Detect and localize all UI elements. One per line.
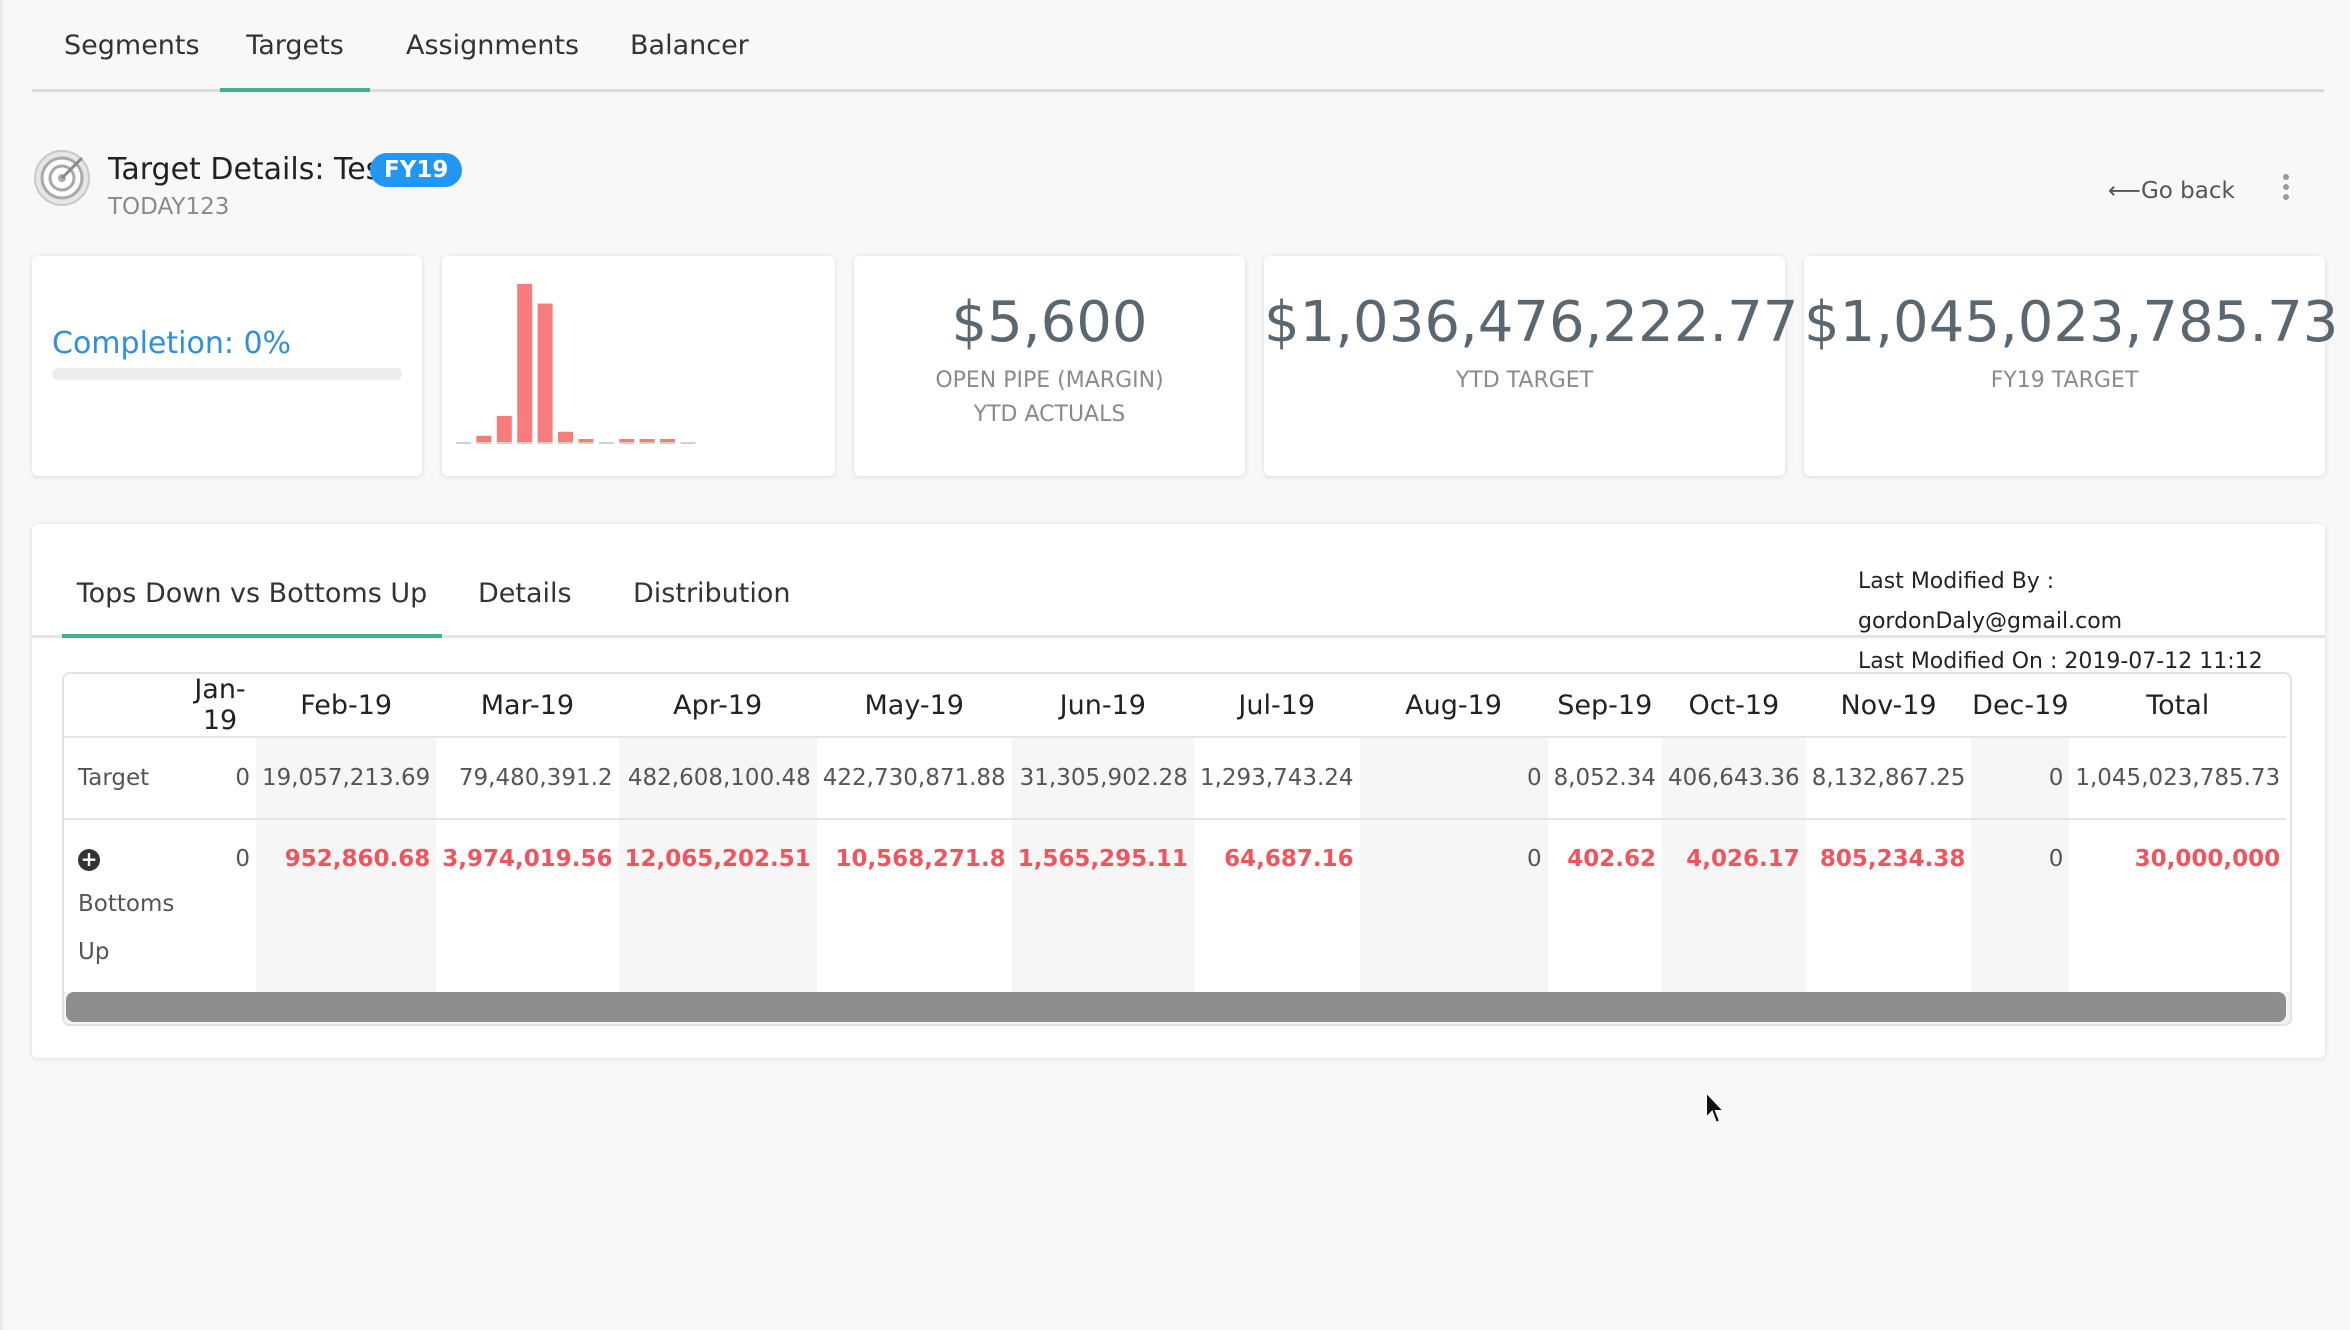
bottoms-up-cell: 952,860.68 — [256, 819, 437, 995]
column-header: Jul-19 — [1193, 674, 1360, 737]
chart-bar — [578, 439, 594, 442]
table-header-row: Jan-19 Feb-19 Mar-19 Apr-19 May-19 Jun-19 Jul-… — [64, 674, 2287, 737]
completion-label: Completion: 0% — [52, 326, 292, 361]
comparison-panel: Tops Down vs Bottoms Up Details Distribu… — [32, 524, 2325, 1058]
fy-target-label: FY19 TARGET — [1990, 368, 2139, 393]
open-pipe-value: $5,600 — [951, 290, 1148, 355]
tab-targets[interactable]: Targets — [220, 30, 370, 92]
target-code: TODAY123 — [108, 194, 230, 220]
column-header: Jan-19 — [184, 674, 256, 737]
target-cell: 0 — [184, 736, 256, 820]
target-cell: 0 — [1971, 736, 2070, 820]
target-cell: 0 — [1359, 736, 1548, 820]
go-back-link[interactable]: ⟵Go back — [2108, 178, 2235, 204]
bottoms-up-cell: 402.62 — [1567, 846, 1656, 872]
bottoms-up-cell: 1,565,295.11 — [1011, 819, 1194, 995]
page-title: Target Details: Test — [108, 152, 394, 187]
open-pipe-label-line1: OPEN PIPE (MARGIN) — [935, 368, 1164, 393]
comparison-table-container: Jan-19 Feb-19 Mar-19 Apr-19 May-19 Jun-19 Jul-… — [62, 672, 2292, 1026]
bottoms-up-cell: 3,974,019.56 — [442, 846, 613, 872]
column-header: Feb-19 — [256, 674, 437, 737]
last-modified-info: Last Modified By : gordonDaly@gmail.com … — [1858, 562, 2325, 682]
column-header: Total — [2069, 674, 2287, 737]
open-pipe-card: $5,600 OPEN PIPE (MARGIN) YTD ACTUALS — [854, 256, 1245, 476]
open-pipe-label-line2: YTD ACTUALS — [973, 402, 1126, 427]
row-label-bottoms-up: + Bottoms Up — [64, 819, 184, 995]
column-header: Nov-19 — [1805, 674, 1972, 737]
monthly-target-bar-chart — [456, 284, 696, 444]
table-row-target: Target 0 19,057,213.69 79,480,391.2 482,608… — [64, 736, 2287, 820]
tab-tops-down-vs-bottoms-up[interactable]: Tops Down vs Bottoms Up — [62, 578, 442, 638]
open-pipe-label: OPEN PIPE (MARGIN) YTD ACTUALS — [854, 364, 1245, 432]
column-header: Sep-19 — [1547, 674, 1662, 737]
comparison-table: Jan-19 Feb-19 Mar-19 Apr-19 May-19 Jun-19 Jul-… — [64, 674, 2287, 995]
fiscal-year-badge: FY19 — [370, 153, 463, 187]
row-label-target: Target — [64, 736, 184, 820]
tab-distribution[interactable]: Distribution — [633, 578, 791, 609]
panel-tabs: Tops Down vs Bottoms Up Details Distribu… — [32, 524, 2325, 674]
monthly-chart-card — [442, 256, 835, 476]
target-cell: 79,480,391.2 — [436, 736, 619, 820]
chart-bar — [639, 439, 655, 442]
chart-bar — [537, 303, 553, 442]
target-cell: 8,132,867.25 — [1805, 736, 1972, 820]
last-modified-by: Last Modified By : gordonDaly@gmail.com — [1858, 569, 2123, 634]
completion-progress-bar — [52, 368, 402, 380]
chart-bar — [517, 284, 533, 442]
column-header: Aug-19 — [1359, 674, 1548, 737]
ytd-target-label: YTD TARGET — [1455, 368, 1594, 393]
target-cell: 1,045,023,785.73 — [2069, 736, 2287, 820]
chart-bar — [660, 439, 675, 442]
target-cell: 406,643.36 — [1662, 736, 1806, 820]
page-left-border — [0, 0, 3, 1330]
last-modified-on: Last Modified On : 2019-07-12 11:12 — [1858, 649, 2263, 674]
ytd-target-value: $1,036,476,222.77 — [1264, 290, 1799, 355]
fy-target-value: $1,045,023,785.73 — [1804, 290, 2339, 355]
bottoms-up-cell: 0 — [235, 846, 250, 872]
column-header-blank — [64, 674, 184, 737]
horizontal-scrollbar[interactable] — [64, 992, 2290, 1024]
target-cell: 31,305,902.28 — [1011, 736, 1194, 820]
top-nav: Segments Targets Assignments Balancer — [32, 0, 2324, 92]
bottoms-up-label: Bottoms Up — [78, 891, 175, 965]
bottoms-up-cell: 4,026.17 — [1662, 819, 1806, 995]
chart-bar — [476, 435, 492, 442]
chart-bar — [619, 439, 635, 442]
column-header: May-19 — [816, 674, 1012, 737]
kebab-menu-icon[interactable] — [2280, 174, 2292, 204]
bottoms-up-cell: 12,065,202.51 — [618, 819, 817, 995]
target-cell: 1,293,743.24 — [1193, 736, 1360, 820]
column-header: Jun-19 — [1011, 674, 1194, 737]
target-cell: 482,608,100.48 — [618, 736, 817, 820]
target-cell: 422,730,871.88 — [816, 736, 1012, 820]
tab-segments[interactable]: Segments — [64, 30, 200, 61]
scrollbar-thumb[interactable] — [66, 992, 2286, 1022]
bottoms-up-cell: 0 — [1359, 819, 1548, 995]
fy-target-card: $1,045,023,785.73 FY19 TARGET — [1804, 256, 2339, 476]
target-cell: 19,057,213.69 — [256, 736, 437, 820]
plus-circle-icon[interactable]: + — [78, 849, 100, 871]
tab-balancer[interactable]: Balancer — [630, 30, 749, 61]
ytd-target-card: $1,036,476,222.77 YTD TARGET — [1264, 256, 1799, 476]
mouse-cursor-icon — [1705, 1090, 1727, 1125]
bottoms-up-cell: 64,687.16 — [1224, 846, 1354, 872]
target-icon — [34, 150, 90, 206]
target-cell: 8,052.34 — [1547, 736, 1662, 820]
column-header: Oct-19 — [1662, 674, 1806, 737]
column-header: Dec-19 — [1971, 674, 2070, 737]
bottoms-up-cell: 10,568,271.8 — [835, 846, 1006, 872]
column-header: Apr-19 — [618, 674, 817, 737]
bottoms-up-cell: 30,000,000 — [2134, 846, 2281, 872]
bottoms-up-cell: 805,234.38 — [1819, 846, 1966, 872]
table-row-bottoms-up: + Bottoms Up 0 952,860.68 3,974,019.56 12,0… — [64, 819, 2286, 995]
tab-details[interactable]: Details — [478, 578, 572, 609]
completion-card: Completion: 0% — [32, 256, 422, 476]
bottoms-up-cell: 0 — [1971, 819, 2070, 995]
column-header: Mar-19 — [436, 674, 619, 737]
tab-assignments[interactable]: Assignments — [406, 30, 580, 61]
chart-bar — [496, 415, 512, 442]
chart-bar — [558, 431, 573, 442]
